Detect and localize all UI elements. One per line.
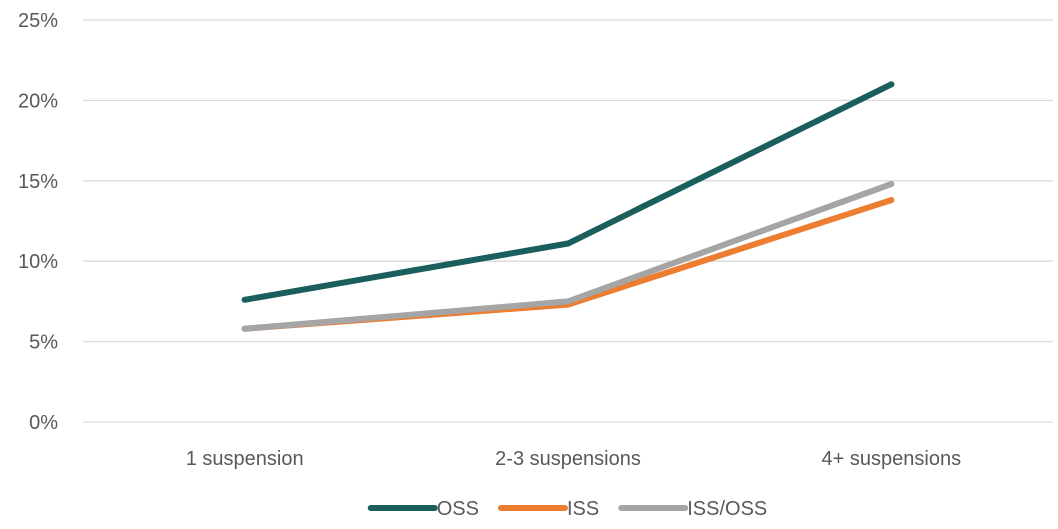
data-point bbox=[565, 298, 571, 305]
x-axis-tick-labels: 1 suspension 2-3 suspensions 4+ suspension… bbox=[186, 448, 961, 470]
legend: OSS ISS ISS/OSS bbox=[367, 498, 767, 520]
series-line-oss bbox=[241, 81, 895, 303]
y-tick-label: 5% bbox=[29, 332, 58, 354]
x-tick-label: 2-3 suspensions bbox=[495, 448, 641, 470]
data-point bbox=[241, 296, 248, 303]
y-tick-label: 0% bbox=[29, 412, 58, 434]
data-point bbox=[565, 240, 571, 247]
legend-label: ISS bbox=[567, 498, 599, 520]
y-tick-label: 10% bbox=[18, 251, 58, 273]
gridlines bbox=[83, 19, 1053, 423]
data-point bbox=[241, 325, 248, 332]
series-lines bbox=[241, 81, 895, 332]
data-point bbox=[888, 181, 895, 188]
legend-label: OSS bbox=[437, 498, 479, 520]
x-tick-label: 1 suspension bbox=[186, 448, 304, 470]
y-axis-tick-labels: 0% 5% 10% 15% 20% 25% bbox=[18, 10, 58, 434]
data-point bbox=[888, 81, 895, 88]
y-tick-label: 15% bbox=[18, 171, 58, 193]
y-tick-label: 25% bbox=[18, 10, 58, 32]
legend-label: ISS/OSS bbox=[687, 498, 767, 520]
y-tick-label: 20% bbox=[18, 90, 58, 112]
data-point bbox=[888, 197, 895, 204]
x-tick-label: 4+ suspensions bbox=[822, 448, 962, 470]
